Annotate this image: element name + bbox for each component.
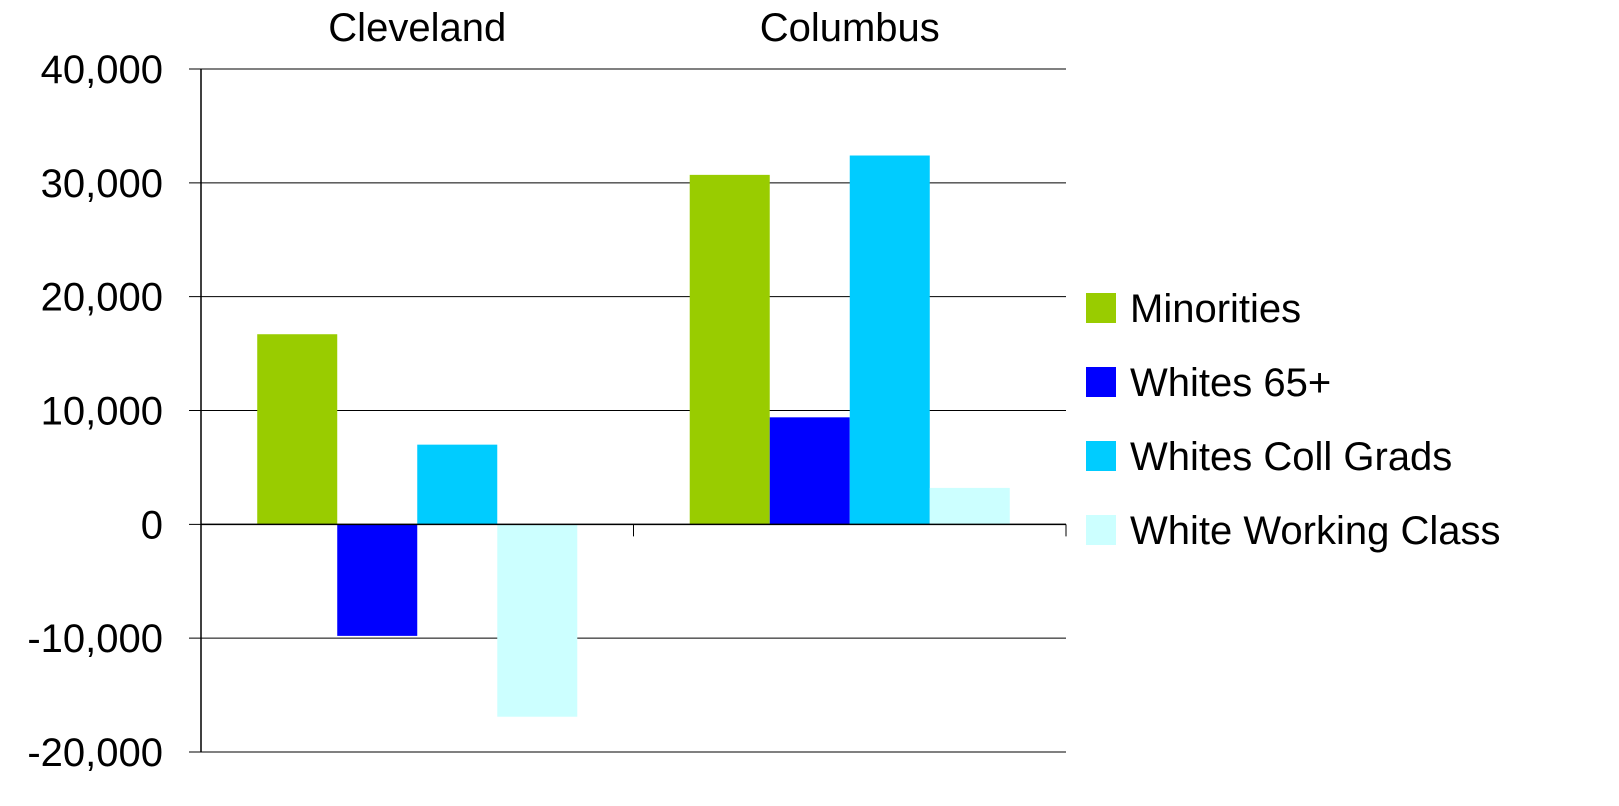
y-tick-label: 40,000 xyxy=(41,48,163,92)
bars xyxy=(257,155,1010,717)
bar-whites-coll-grads-columbus xyxy=(849,155,930,525)
bar-minorities-columbus xyxy=(689,174,770,525)
bar-white-working-class-cleveland xyxy=(497,524,578,717)
legend-label: Minorities xyxy=(1130,287,1301,331)
y-tick-label: 10,000 xyxy=(41,390,163,434)
legend-swatch xyxy=(1086,293,1116,323)
bar-white-working-class-columbus xyxy=(929,487,1010,525)
y-tick-label: 20,000 xyxy=(41,276,163,320)
legend-label: White Working Class xyxy=(1130,509,1500,553)
y-tick-label: -10,000 xyxy=(27,617,163,661)
legend-swatch xyxy=(1086,441,1116,471)
y-tick-label: -20,000 xyxy=(27,731,163,775)
category-label: Cleveland xyxy=(328,6,506,50)
legend: Minorities Whites 65+ Whites Coll Grads Whi… xyxy=(1086,287,1500,553)
category-label: Columbus xyxy=(760,6,940,50)
legend-swatch xyxy=(1086,367,1116,397)
y-tick-label: 30,000 xyxy=(41,162,163,206)
axes xyxy=(200,69,1067,752)
legend-swatch xyxy=(1086,515,1116,545)
labels: 40,000 30,000 20,000 10,000 0 -10,000 -20,000 C… xyxy=(27,6,939,775)
bar-whites-65--cleveland xyxy=(337,524,418,636)
y-tick-label: 0 xyxy=(141,503,163,547)
legend-label: Whites Coll Grads xyxy=(1130,435,1452,479)
bar-whites-coll-grads-cleveland xyxy=(417,444,498,525)
bar-minorities-cleveland xyxy=(257,334,338,525)
bar-whites-65--columbus xyxy=(769,417,850,525)
legend-label: Whites 65+ xyxy=(1130,361,1331,405)
